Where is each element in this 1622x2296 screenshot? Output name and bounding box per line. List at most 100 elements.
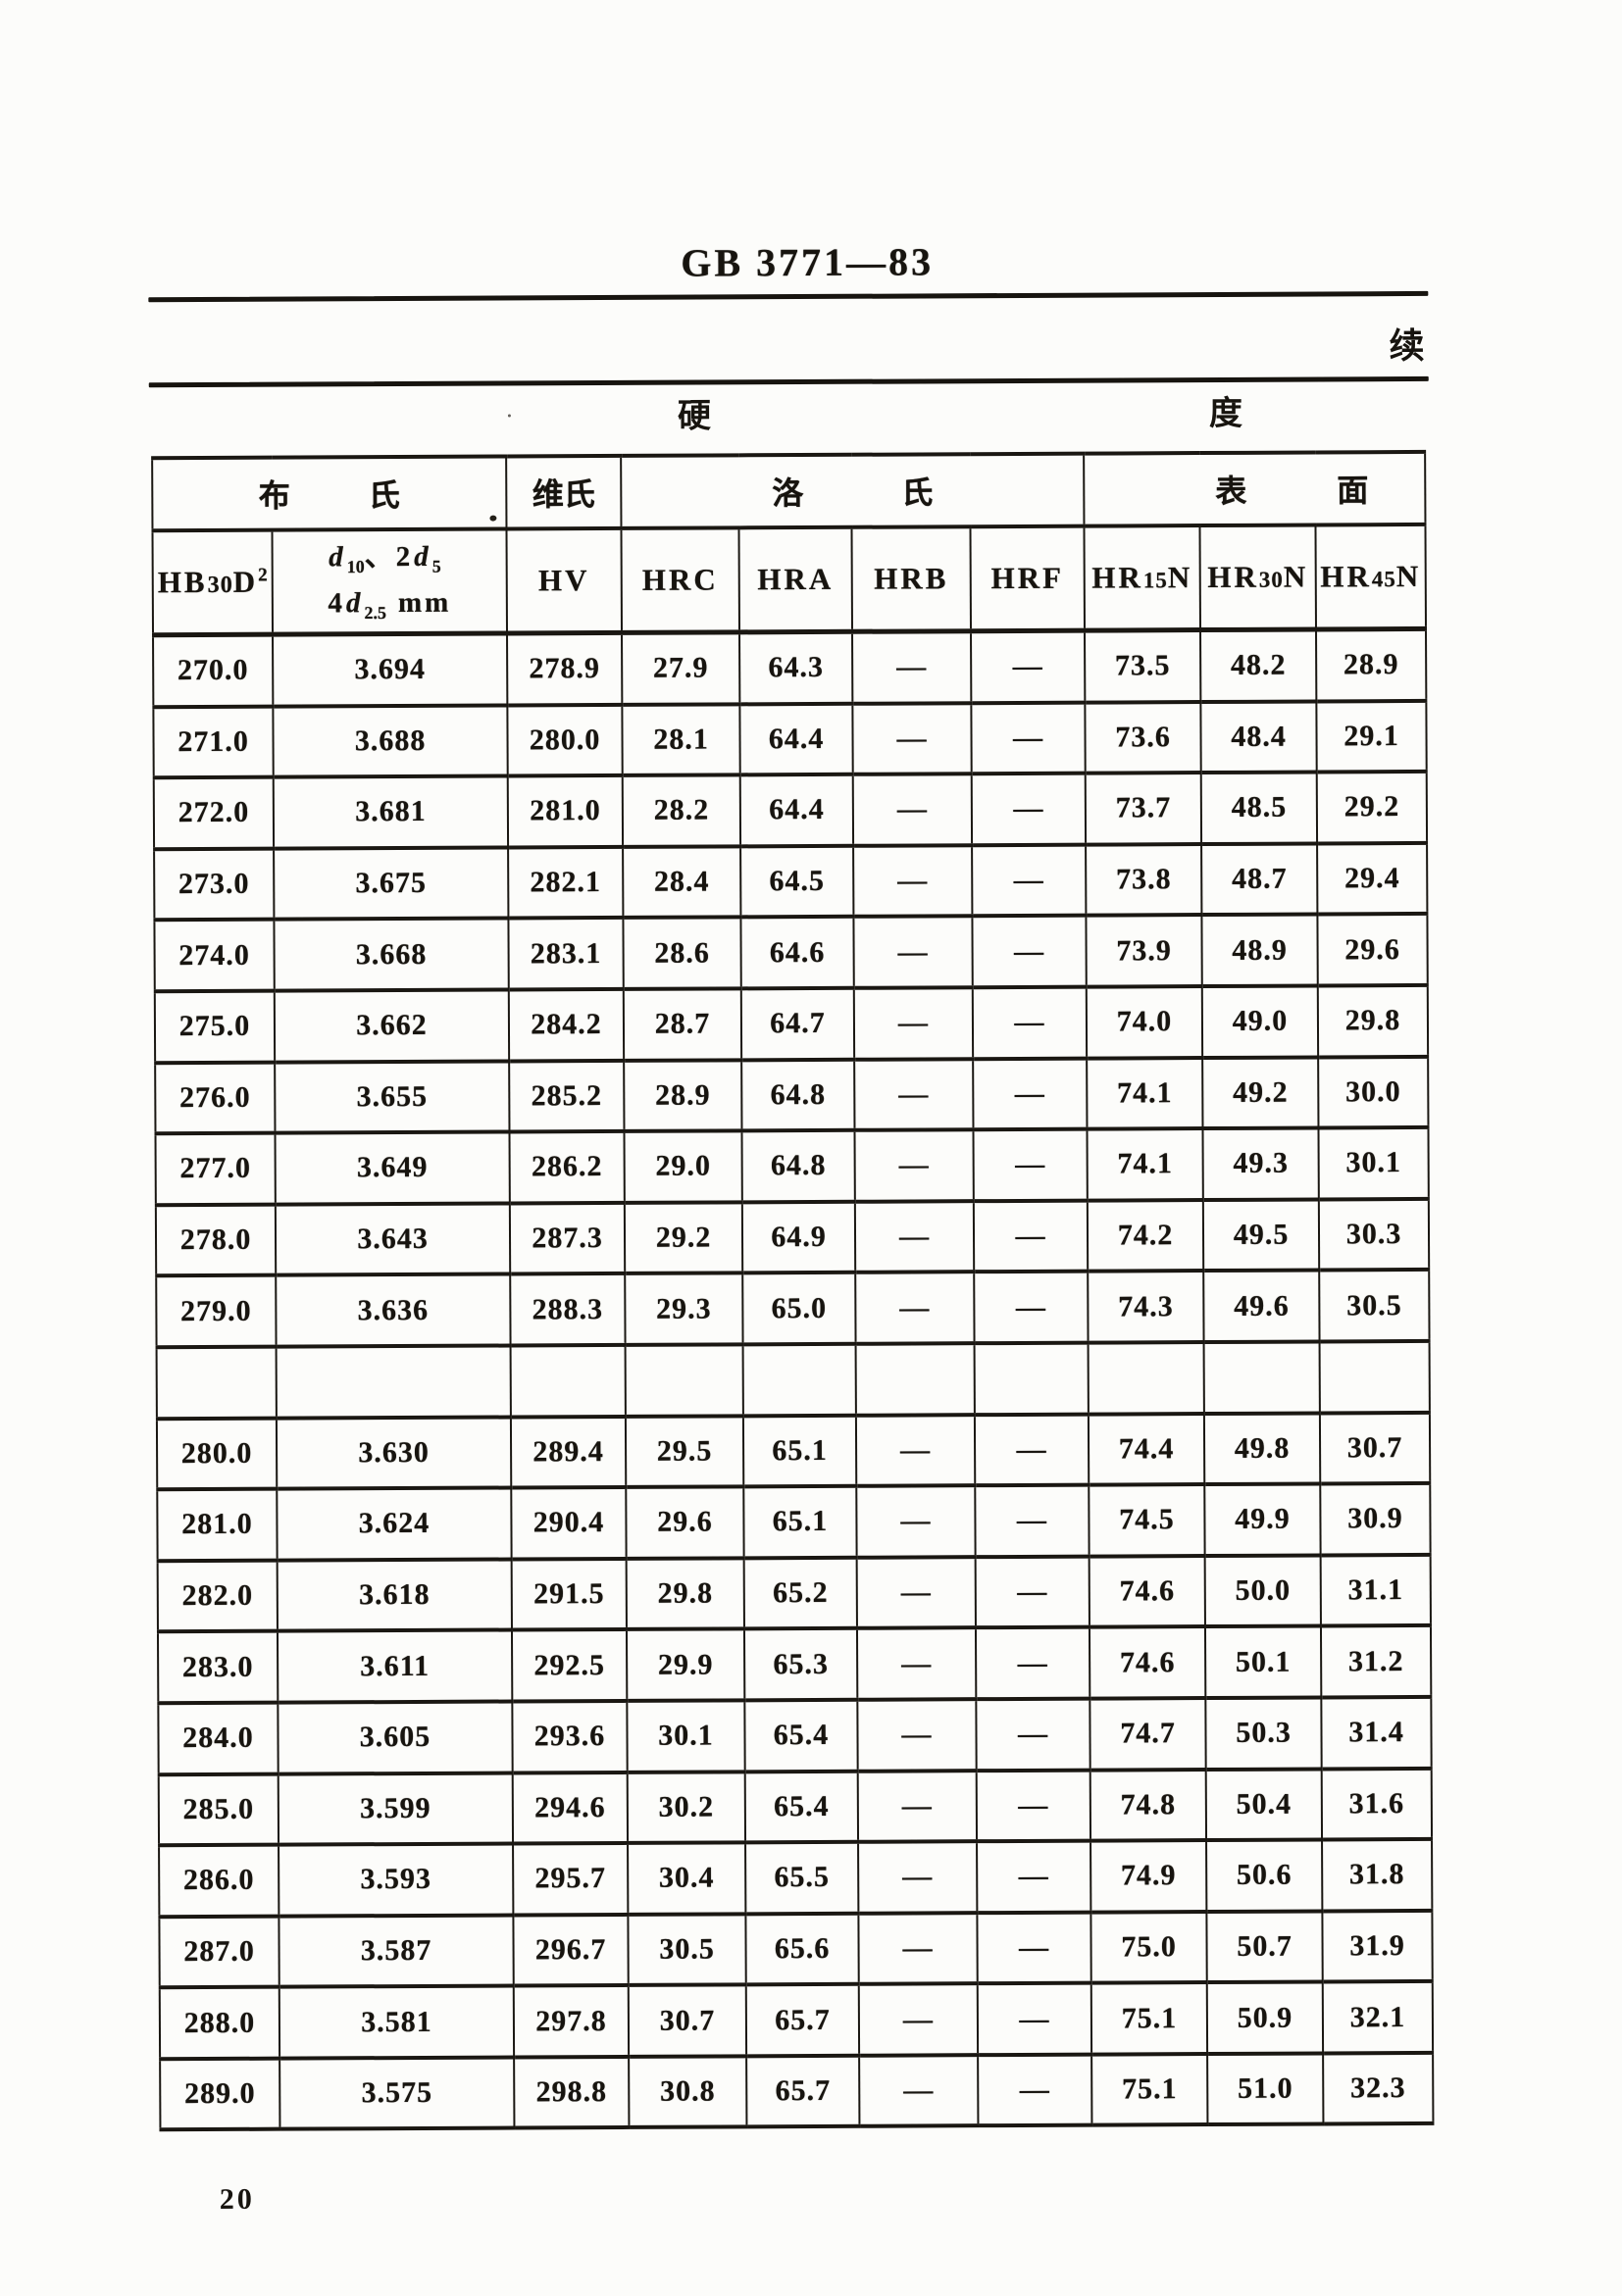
table-cell: —: [858, 1912, 978, 1985]
table-cell: 30.8: [629, 2056, 747, 2128]
table-cell: —: [853, 844, 973, 918]
table-cell: 3.618: [277, 1559, 512, 1631]
table-cell: 74.0: [1086, 986, 1203, 1059]
table-cell: 3.575: [279, 2057, 515, 2130]
table-cell: 48.2: [1200, 628, 1317, 702]
table-cell: 50.3: [1205, 1697, 1322, 1770]
table-cell: 74.1: [1087, 1057, 1203, 1129]
table-cell: —: [855, 1272, 975, 1344]
table-cell: 3.636: [276, 1273, 511, 1347]
table-cell: 286.0: [159, 1844, 279, 1917]
table-cell: 73.8: [1086, 843, 1202, 917]
table-row: 275.0 3.662 284.2 28.7 64.7— —74.0 49.0 29.8: [154, 984, 1429, 1063]
table-cell: —: [977, 1912, 1091, 1984]
col-header-hr15n: HR15N: [1084, 525, 1201, 631]
table-cell: 3.599: [278, 1772, 514, 1845]
table-cell: 281.0: [157, 1488, 278, 1561]
table-cell: 287.0: [159, 1916, 279, 1988]
table-cell: 294.6: [512, 1772, 629, 1844]
table-cell: —: [975, 1484, 1090, 1557]
table-cell: 29.9: [626, 1628, 745, 1701]
table-cell: —: [855, 1414, 976, 1486]
table-cell: —: [859, 2055, 979, 2127]
table-cell: 74.3: [1088, 1271, 1204, 1343]
table-cell: 28.6: [623, 917, 741, 989]
table-cell: 3.630: [276, 1417, 512, 1489]
table-row: 285.0 3.599 294.6 30.2 65.4— —74.8 50.4 31.6: [158, 1768, 1433, 1846]
table-cell: 27.9: [622, 631, 740, 705]
table-cell: 49.9: [1204, 1483, 1321, 1556]
table-cell: [1203, 1341, 1320, 1414]
table-cell: [510, 1344, 626, 1418]
table-cell: 74.6: [1089, 1555, 1206, 1627]
table-cell: 284.2: [508, 988, 625, 1062]
group-rockwell: 洛 氏: [621, 453, 1085, 528]
table-cell: 65.1: [742, 1415, 857, 1487]
table-cell: —: [971, 702, 1086, 774]
table-row: 270.0 3.694 278.9 27.9 64.3— —73.5 48.2 28.9: [153, 628, 1427, 707]
table-cell: 64.9: [741, 1201, 856, 1273]
hardness-char-right: 度: [1208, 395, 1243, 433]
col-header-hr30n: HR30N: [1199, 524, 1317, 630]
table-cell: 271.0: [153, 706, 274, 778]
table-cell: —: [856, 1485, 976, 1558]
table-cell: 283.1: [508, 918, 624, 990]
table-row: 284.0 3.605 293.6 30.1 65.4— —74.7 50.3 31.4: [158, 1696, 1432, 1774]
table-cell: —: [977, 1982, 1092, 2056]
hardness-conversion-table: 布 氏 维氏 洛 氏 表 面: [151, 450, 1434, 2132]
table-cell: 50.9: [1206, 1981, 1324, 2054]
table-cell: 286.2: [509, 1131, 625, 1204]
table-cell: 48.9: [1201, 914, 1318, 987]
table-cell: 49.6: [1203, 1270, 1320, 1342]
table-cell: 31.6: [1321, 1768, 1433, 1840]
table-cell: 29.4: [1317, 842, 1428, 915]
table-cell: 64.8: [741, 1129, 855, 1203]
table-cell: 65.5: [745, 1841, 859, 1915]
group-rockwell-char2: 氏: [901, 474, 934, 511]
table-cell: 31.4: [1321, 1696, 1432, 1769]
table-cell: 282.1: [508, 846, 624, 919]
table-cell: 289.0: [160, 2058, 280, 2130]
table-cell: 279.0: [156, 1275, 277, 1348]
table-row: 276.0 3.655 285.2 28.9 64.8— —74.1 49.2 30.0: [155, 1056, 1429, 1134]
table-cell: 281.0: [507, 775, 624, 848]
table-row: 286.0 3.593 295.7 30.4 65.5— —74.9 50.6 31.8: [159, 1839, 1433, 1917]
horizontal-rule-top: [148, 290, 1429, 303]
table-cell: [276, 1345, 511, 1419]
table-cell: 3.688: [273, 705, 508, 777]
table-body: 270.0 3.694 278.9 27.9 64.3— —73.5 48.2 28.9 271…: [153, 628, 1434, 2130]
table-row: [156, 1340, 1430, 1419]
table-cell: 74.1: [1087, 1128, 1203, 1201]
table-cell: —: [854, 1058, 974, 1130]
table-cell: 291.5: [511, 1558, 627, 1630]
table-cell: 64.3: [739, 631, 853, 704]
table-title-hardness: 硬 度: [0, 396, 1619, 453]
table-cell: 287.3: [509, 1202, 626, 1274]
col-header-hb30d2: HB30D2: [152, 529, 274, 635]
table-cell: [1088, 1341, 1204, 1415]
table-cell: 74.5: [1089, 1484, 1205, 1557]
table-cell: 30.7: [628, 1984, 747, 2057]
table-cell: 50.6: [1206, 1839, 1323, 1912]
table-cell: 280.0: [156, 1418, 278, 1490]
table-cell: 3.681: [273, 775, 509, 849]
table-cell: 51.0: [1207, 2053, 1324, 2125]
table-cell: 31.8: [1322, 1839, 1433, 1912]
table-cell: 3.675: [274, 847, 509, 921]
table-row: 281.0 3.624 290.4 29.6 65.1— —74.5 49.9 30.9: [157, 1483, 1431, 1561]
col-header-hrb: HRB: [851, 526, 972, 632]
table-cell: 3.655: [275, 1061, 510, 1133]
table-cell: 282.0: [157, 1560, 278, 1632]
table-cell: 28.4: [623, 846, 741, 919]
d-line-1: d10、2d5: [329, 541, 441, 577]
hardness-char-left: 硬: [677, 398, 712, 435]
table-cell: 64.6: [740, 917, 854, 989]
table-cell: —: [853, 916, 973, 988]
page-number: 20: [219, 2182, 255, 2216]
table-cell: 50.1: [1205, 1625, 1322, 1698]
table-cell: 32.3: [1323, 2052, 1434, 2124]
table-cell: 64.5: [740, 845, 854, 918]
table-row: 279.0 3.636 288.3 29.3 65.0— —74.3 49.6 30.5: [156, 1270, 1430, 1348]
table-cell: 49.2: [1202, 1057, 1319, 1129]
table-cell: 283.0: [157, 1630, 279, 1704]
